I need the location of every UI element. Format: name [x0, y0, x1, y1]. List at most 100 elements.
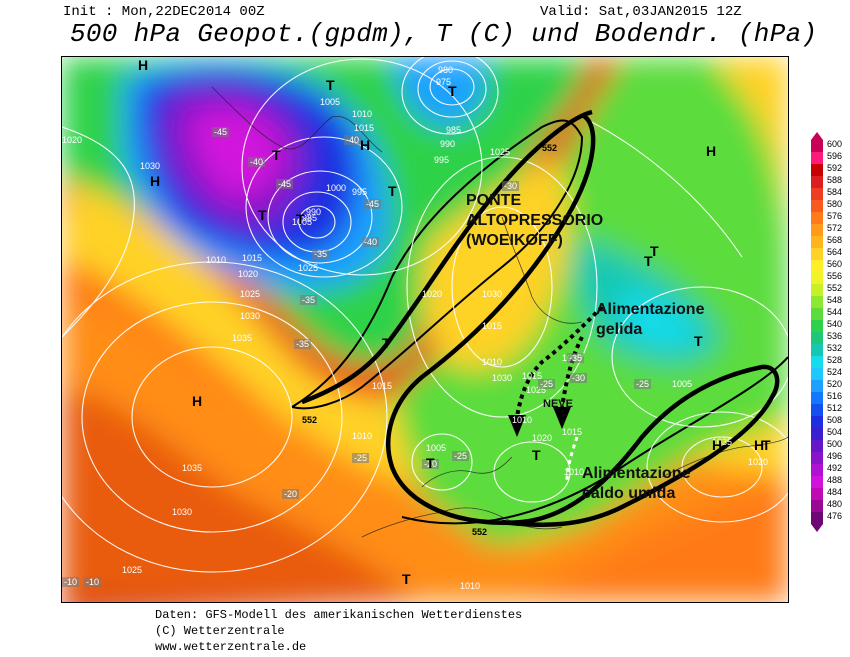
- legend-swatch: [811, 152, 823, 164]
- isobar-label: 995: [352, 187, 368, 197]
- legend-label: 556: [827, 271, 842, 281]
- annotation-neve: NEVE: [543, 398, 573, 410]
- isobar-label: 1005: [292, 217, 313, 227]
- low-pressure-marker: T: [448, 83, 457, 99]
- isobar-label: 1025: [490, 147, 511, 157]
- high-pressure-marker: H: [712, 437, 723, 453]
- legend-label: 480: [827, 499, 842, 509]
- isobar-label: 1020: [532, 433, 553, 443]
- high-pressure-marker: H: [360, 137, 371, 153]
- legend-label: 536: [827, 331, 842, 341]
- isobar-label: 1005: [426, 443, 447, 453]
- legend-swatch: [811, 368, 823, 380]
- temperature-label: -20: [282, 489, 300, 499]
- annotation-caldo: Alimentazione caldo umida: [582, 465, 691, 502]
- legend-label: 512: [827, 403, 842, 413]
- legend-swatch: [811, 308, 823, 320]
- isobar-label: 1030: [492, 373, 513, 383]
- legend-swatch: [811, 428, 823, 440]
- legend-label: 524: [827, 367, 842, 377]
- isobar-label: 1030: [172, 507, 193, 517]
- geopotential-label: 552: [302, 415, 318, 425]
- legend-label: 496: [827, 451, 842, 461]
- isobar-label: 1010: [482, 357, 503, 367]
- temperature-label: -40: [248, 157, 266, 167]
- high-pressure-marker: H: [150, 173, 161, 189]
- legend-label: 572: [827, 223, 842, 233]
- legend-swatch: [811, 404, 823, 416]
- legend-label: 516: [827, 391, 842, 401]
- temperature-label: -35: [312, 249, 330, 259]
- coastlines: [211, 86, 788, 538]
- legend-label: 548: [827, 295, 842, 305]
- isobar-label: 1015: [522, 371, 543, 381]
- legend-swatch: [811, 416, 823, 428]
- legend-label: 528: [827, 355, 842, 365]
- legend-swatch: [811, 440, 823, 452]
- low-pressure-marker: T: [532, 447, 541, 463]
- weather-map: PONTE ALTOPRESSORIO (WOEIKOFF) Alimentaz…: [61, 56, 789, 603]
- low-pressure-marker: T: [426, 455, 435, 471]
- isobar-label: 1015: [354, 123, 375, 133]
- legend-swatch: [811, 392, 823, 404]
- legend-swatch: [811, 260, 823, 272]
- legend-swatch: [811, 344, 823, 356]
- temperature-label: -35: [567, 353, 585, 363]
- legend-swatch: [811, 224, 823, 236]
- legend-label: 476: [827, 511, 842, 521]
- geopotential-label: 552: [542, 143, 558, 153]
- isobar-label: 1035: [182, 463, 203, 473]
- low-pressure-marker: T: [762, 437, 771, 453]
- legend-swatch: [811, 488, 823, 500]
- legend-swatch: [811, 212, 823, 224]
- low-pressure-marker: T: [694, 333, 703, 349]
- annotation-ellipses: [301, 109, 780, 528]
- legend-swatch: [811, 176, 823, 188]
- legend-label: 580: [827, 199, 842, 209]
- low-pressure-marker: T: [272, 147, 281, 163]
- temperature-label: -25: [352, 453, 370, 463]
- chart-title: 500 hPa Geopot.(gpdm), T (C) und Bodendr…: [70, 19, 818, 49]
- isobar-label: 1020: [422, 289, 443, 299]
- legend-swatch: [811, 200, 823, 212]
- legend-swatch: [811, 164, 823, 176]
- arrowhead: [553, 407, 571, 429]
- isobar-label: 1005: [672, 379, 693, 389]
- legend-swatch: [811, 248, 823, 260]
- isobar-label: 1015: [562, 427, 583, 437]
- legend-label: 508: [827, 415, 842, 425]
- temperature-label: -10: [62, 577, 80, 587]
- isobar-label: 1035: [712, 437, 733, 447]
- annotation-ponte: PONTE ALTOPRESSORIO (WOEIKOFF): [466, 192, 604, 249]
- legend-label: 504: [827, 427, 842, 437]
- temperature-label: -20: [422, 459, 440, 469]
- legend-label: 576: [827, 211, 842, 221]
- low-pressure-marker: T: [296, 211, 305, 227]
- isobar-label: 1015: [372, 381, 393, 391]
- legend-label: 520: [827, 379, 842, 389]
- temperature-label: -35: [300, 295, 318, 305]
- legend-bottom-arrow: [811, 524, 823, 532]
- legend-swatch: [811, 464, 823, 476]
- legend-label: 492: [827, 463, 842, 473]
- isobar-label: 1030: [240, 311, 261, 321]
- low-pressure-marker: T: [650, 243, 659, 259]
- legend-label: 540: [827, 319, 842, 329]
- legend-label: 552: [827, 283, 842, 293]
- legend-label: 584: [827, 187, 842, 197]
- legend-label: 592: [827, 163, 842, 173]
- temperature-label: -25: [634, 379, 652, 389]
- isobar-label: 990: [306, 207, 322, 217]
- high-pressure-marker: H: [754, 437, 765, 453]
- isobar-label: 1025: [298, 263, 319, 273]
- temperature-label: -25: [452, 451, 470, 461]
- temperature-label: -45: [276, 179, 294, 189]
- legend-swatch: [811, 476, 823, 488]
- isobar-label: 1015: [482, 321, 503, 331]
- temperature-label: -30: [502, 181, 520, 191]
- isobar-label: 980: [438, 65, 454, 75]
- valid-time: Valid: Sat,03JAN2015 12Z: [540, 4, 742, 20]
- legend-swatch: [811, 452, 823, 464]
- isobar-label: 1010: [352, 431, 373, 441]
- legend-label: 532: [827, 343, 842, 353]
